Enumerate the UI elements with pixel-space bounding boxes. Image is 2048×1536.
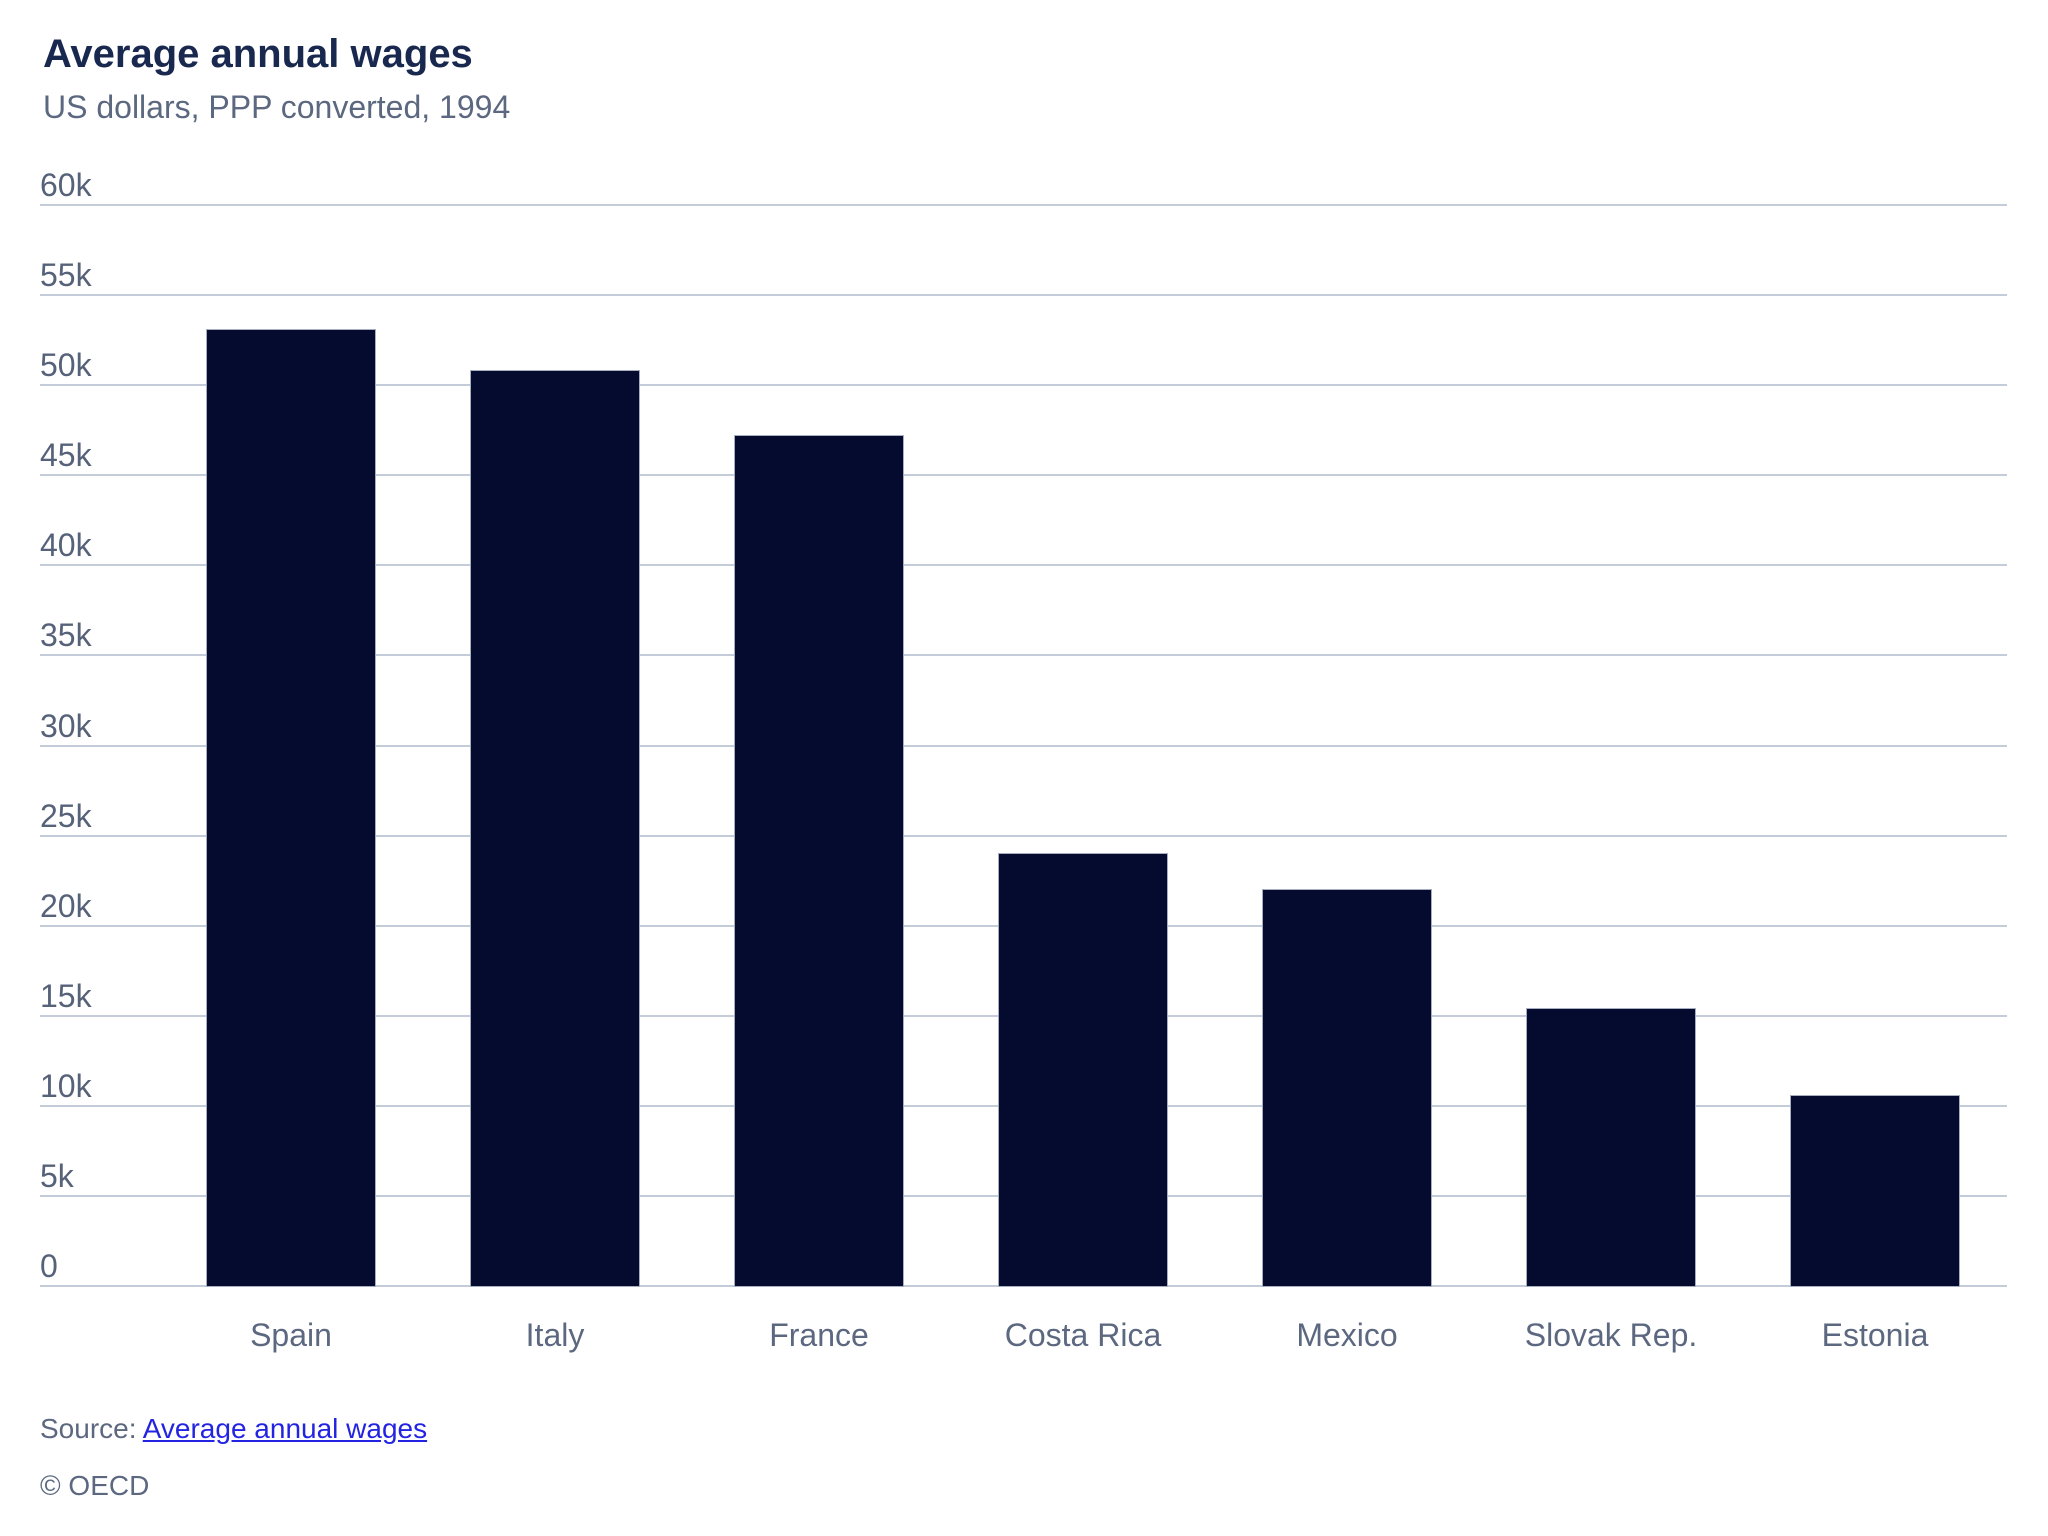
- x-axis-category-label-estonia: Estonia: [1821, 1317, 1929, 1353]
- chart-subtitle: US dollars, PPP converted, 1994: [43, 89, 511, 125]
- gridline-60k: [40, 204, 2007, 206]
- bar-italy[interactable]: [470, 369, 640, 1287]
- x-axis-category-label-spain: Spain: [250, 1317, 332, 1353]
- x-axis-category-label-mexico: Mexico: [1296, 1317, 1398, 1353]
- source-line: Source: Average annual wages: [40, 1411, 427, 1447]
- source-link[interactable]: Average annual wages: [142, 1413, 428, 1444]
- y-axis-tick-label-25k: 25k: [40, 797, 92, 834]
- y-axis-tick-label-35k: 35k: [40, 617, 92, 654]
- gridline-45k: [40, 474, 2007, 477]
- y-axis-tick-label-45k: 45k: [40, 437, 92, 474]
- x-axis-category-label-italy: Italy: [525, 1317, 585, 1353]
- x-axis-category-label-france: France: [769, 1317, 869, 1353]
- y-axis-tick-label-0: 0: [40, 1248, 58, 1284]
- y-axis-tick-label-10k: 10k: [40, 1067, 92, 1104]
- gridline-40k: [40, 564, 2007, 567]
- gridline-30k: [40, 744, 2007, 747]
- gridline-35k: [40, 654, 2007, 657]
- source-label: Source:: [40, 1413, 143, 1444]
- bar-costa-rica[interactable]: [998, 852, 1168, 1287]
- y-axis-tick-label-30k: 30k: [40, 707, 92, 744]
- bar-spain[interactable]: [206, 328, 376, 1287]
- gridline-50k: [40, 384, 2007, 387]
- gridline-55k: [40, 294, 2007, 297]
- y-axis-tick-label-20k: 20k: [40, 887, 92, 924]
- y-axis-tick-label-50k: 50k: [40, 347, 92, 384]
- bar-france[interactable]: [734, 434, 904, 1287]
- y-axis-tick-label-40k: 40k: [40, 527, 92, 564]
- gridline-25k: [40, 834, 2007, 837]
- y-axis-tick-label-60k: 60k: [40, 167, 92, 203]
- y-axis-tick-label-5k: 5k: [40, 1157, 74, 1194]
- bar-mexico[interactable]: [1262, 888, 1432, 1287]
- chart-title: Average annual wages: [43, 32, 473, 76]
- y-axis-tick-label-55k: 55k: [40, 257, 92, 294]
- y-axis-tick-label-15k: 15k: [40, 977, 92, 1014]
- x-axis-category-label-slovak-rep: Slovak Rep.: [1524, 1317, 1698, 1353]
- x-axis-category-label-costa-rica: Costa Rica: [1004, 1317, 1162, 1353]
- bar-slovak-rep[interactable]: [1526, 1007, 1696, 1287]
- bar-estonia[interactable]: [1790, 1095, 1960, 1287]
- copyright-label: © OECD: [40, 1470, 150, 1501]
